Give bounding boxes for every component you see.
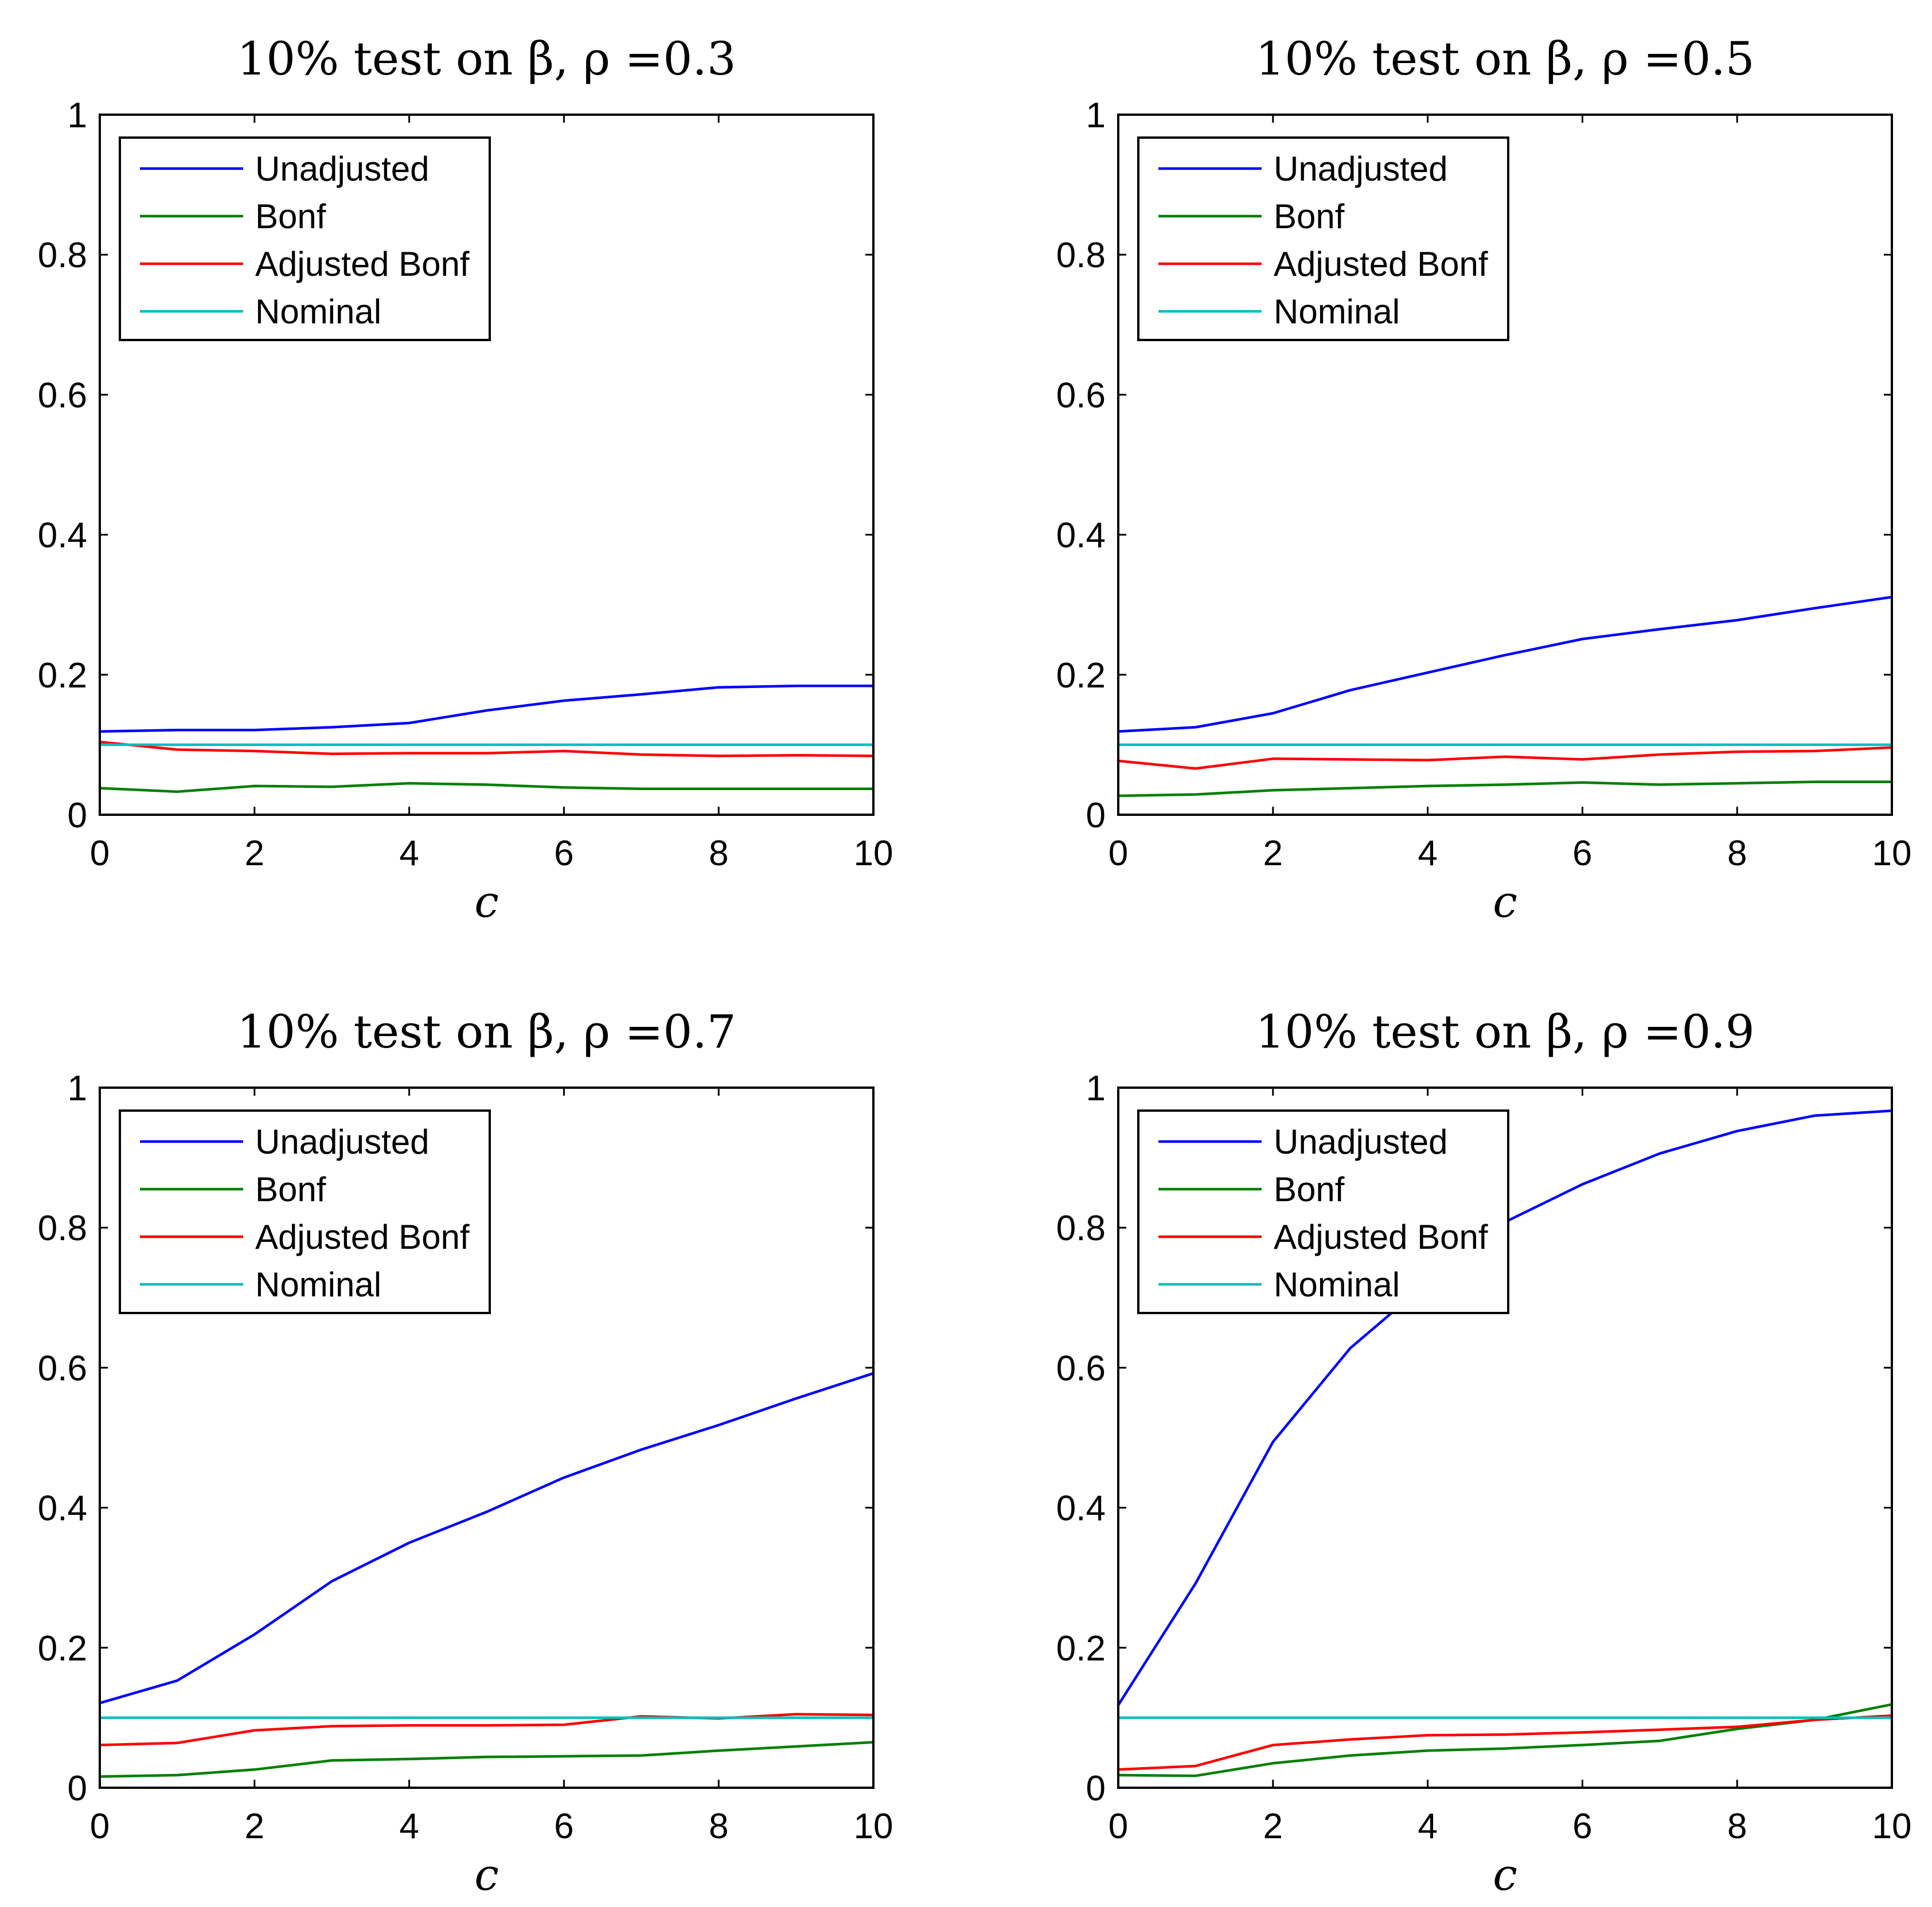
x-tick-label: 10	[854, 1807, 893, 1846]
y-tick-label: 0.8	[38, 1209, 87, 1248]
series-line-bonf	[98, 1741, 875, 1778]
legend-label: Bonf	[1274, 197, 1345, 236]
y-tick-label: 0	[68, 796, 87, 835]
legend-label: Nominal	[255, 1265, 381, 1304]
x-tick-label: 2	[1263, 1807, 1283, 1846]
chart-panel-3: 10% test on β, ρ =0.7 0 2 4 6 8 10 0 0.2 0.4 0.6 0.…	[38, 1005, 893, 1900]
x-tick-label: 10	[1872, 834, 1912, 873]
chart-title: 10% test on β, ρ =0.7	[237, 1005, 736, 1058]
y-tick-label: 0.6	[38, 376, 87, 415]
chart-panel-4: 10% test on β, ρ =0.9 0 2 4 6 8 10 0 0.2 0.4 0.6 0.…	[1056, 1005, 1912, 1900]
legend-box	[119, 136, 491, 341]
y-tick-label: 0.8	[1056, 236, 1106, 275]
legend-box	[119, 1109, 491, 1314]
legend-label: Adjusted Bonf	[255, 1218, 470, 1256]
legend-label: Unadjusted	[1274, 150, 1448, 188]
legend-label: Unadjusted	[1274, 1123, 1448, 1161]
legend: Unadjusted Bonf Adjusted Bonf Nominal	[119, 136, 491, 341]
chart-title: 10% test on β, ρ =0.9	[1255, 1005, 1754, 1058]
series-line-adjusted-bonf	[1117, 1714, 1894, 1771]
y-tick-label: 0.4	[1056, 516, 1106, 556]
series-line-adjusted-bonf	[1117, 746, 1894, 770]
legend-box	[1137, 1109, 1509, 1314]
legend: Unadjusted Bonf Adjusted Bonf Nominal	[1137, 1109, 1509, 1314]
x-axis-label: c	[474, 1849, 499, 1900]
x-tick-label: 6	[554, 834, 573, 873]
y-tick-label: 0.4	[38, 1489, 87, 1529]
chart-panel-1: 10% test on β, ρ =0.3 0 2 4 6 8 10 0 0.2 0.4 0.6 0.…	[38, 32, 893, 927]
legend-label: Bonf	[255, 197, 326, 236]
y-tick-label: 0.4	[38, 516, 87, 556]
y-tick-label: 1	[1086, 1069, 1106, 1108]
y-tick-label: 0.6	[38, 1349, 87, 1388]
x-tick-label: 8	[709, 834, 728, 873]
y-tick-label: 0.2	[38, 656, 87, 695]
x-tick-label: 2	[1263, 834, 1283, 873]
y-tick-label: 0	[1086, 1769, 1106, 1808]
x-axis-label: c	[1493, 1849, 1517, 1900]
legend: Unadjusted Bonf Adjusted Bonf Nominal	[119, 1109, 491, 1314]
axes-box	[1117, 114, 1893, 816]
y-tick-label: 0	[68, 1769, 87, 1808]
series-line-unadjusted	[98, 1371, 875, 1705]
x-tick-label: 10	[1872, 1807, 1912, 1846]
x-tick-label: 2	[245, 1807, 264, 1846]
series-line-adjusted-bonf	[98, 740, 875, 757]
x-tick-label: 8	[709, 1807, 728, 1846]
legend-label: Bonf	[255, 1170, 326, 1209]
legend-label: Adjusted Bonf	[255, 245, 470, 283]
x-tick-label: 0	[90, 1807, 110, 1846]
x-tick-label: 0	[90, 834, 110, 873]
legend-label: Nominal	[1274, 292, 1400, 331]
x-tick-label: 8	[1727, 834, 1747, 873]
y-tick-label: 0.6	[1056, 1349, 1106, 1388]
legend-label: Nominal	[255, 292, 381, 331]
x-axis-label: c	[1493, 876, 1517, 927]
legend: Unadjusted Bonf Adjusted Bonf Nominal	[1137, 136, 1509, 341]
y-tick-label: 1	[68, 1069, 87, 1108]
series-line-bonf	[1117, 780, 1894, 798]
y-tick-label: 0	[1086, 796, 1106, 835]
series-line-unadjusted	[1117, 596, 1894, 733]
legend-box	[1137, 136, 1509, 341]
x-tick-label: 10	[854, 834, 893, 873]
x-tick-label: 4	[399, 1807, 419, 1846]
axes-box	[1117, 1087, 1893, 1789]
y-tick-label: 0.2	[1056, 656, 1106, 695]
legend-label: Adjusted Bonf	[1274, 245, 1488, 283]
x-tick-label: 6	[1572, 1807, 1592, 1846]
y-tick-label: 0.6	[1056, 376, 1106, 415]
chart-title: 10% test on β, ρ =0.3	[237, 32, 736, 85]
legend-label: Bonf	[1274, 1170, 1345, 1209]
legend-label: Nominal	[1274, 1265, 1400, 1304]
legend-label: Unadjusted	[255, 150, 430, 188]
legend-label: Unadjusted	[255, 1123, 430, 1161]
x-tick-label: 4	[399, 834, 419, 873]
axes-box	[99, 114, 875, 816]
series-line-bonf	[1117, 1703, 1894, 1777]
y-tick-label: 1	[68, 96, 87, 135]
chart-panel-2: 10% test on β, ρ =0.5 0 2 4 6 8 10 0 0.2 0.4 0.6 0.…	[1056, 32, 1912, 927]
y-tick-label: 0.8	[38, 236, 87, 275]
x-tick-label: 4	[1418, 1807, 1437, 1846]
x-axis-label: c	[474, 876, 499, 927]
x-tick-label: 0	[1109, 834, 1128, 873]
x-tick-label: 6	[554, 1807, 573, 1846]
series-line-bonf	[98, 781, 875, 793]
x-tick-label: 4	[1418, 834, 1437, 873]
x-tick-label: 8	[1727, 1807, 1747, 1846]
chart-title: 10% test on β, ρ =0.5	[1255, 32, 1754, 85]
y-tick-label: 1	[1086, 96, 1106, 135]
y-tick-label: 0.8	[1056, 1209, 1106, 1248]
y-tick-label: 0.4	[1056, 1489, 1106, 1529]
series-line-unadjusted	[98, 685, 875, 733]
legend-label: Adjusted Bonf	[1274, 1218, 1488, 1256]
axes-box	[99, 1087, 875, 1789]
y-tick-label: 0.2	[38, 1629, 87, 1668]
x-tick-label: 2	[245, 834, 264, 873]
x-tick-label: 6	[1572, 834, 1592, 873]
x-tick-label: 0	[1109, 1807, 1128, 1846]
y-tick-label: 0.2	[1056, 1629, 1106, 1668]
